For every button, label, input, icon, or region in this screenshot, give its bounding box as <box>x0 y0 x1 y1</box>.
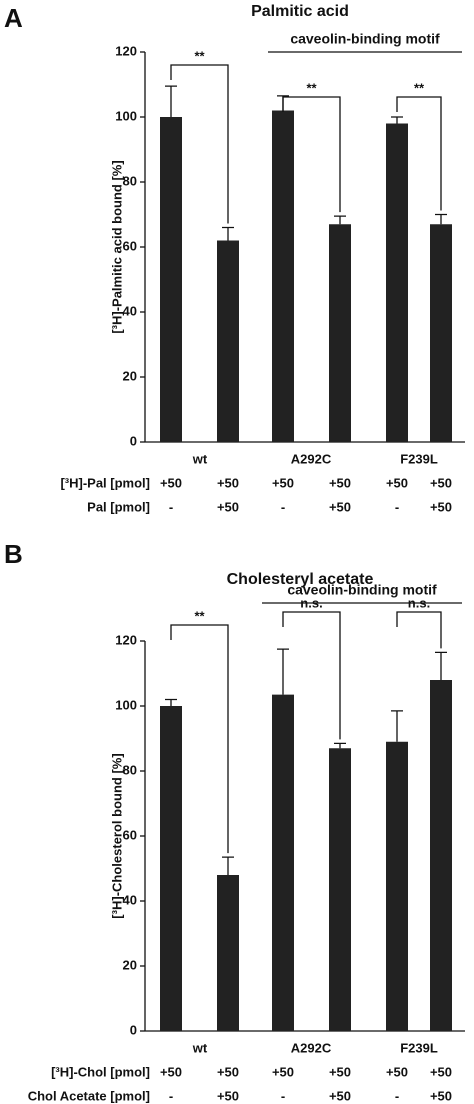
bar <box>329 224 351 442</box>
chart-title: Palmitic acid <box>251 3 349 20</box>
bar <box>272 110 294 442</box>
row-cell: +50 <box>430 475 452 490</box>
row-cell: +50 <box>217 475 239 490</box>
significance-bracket <box>396 611 442 649</box>
row-cell: +50 <box>272 1064 294 1079</box>
significance-label: ** <box>194 608 205 623</box>
row-cell: +50 <box>329 1064 351 1079</box>
y-tick-label: 40 <box>123 892 137 907</box>
row-cell: - <box>395 499 399 514</box>
group-label: wt <box>192 1040 208 1055</box>
row-cell: +50 <box>272 475 294 490</box>
row-cell: - <box>281 499 285 514</box>
row-label: Chol Acetate [pmol] <box>28 1088 150 1103</box>
error-bar <box>391 116 403 124</box>
row-cell: - <box>169 499 173 514</box>
row-cell: +50 <box>386 1064 408 1079</box>
y-tick-label: 120 <box>115 43 137 58</box>
row-cell: +50 <box>160 1064 182 1079</box>
significance-label: ** <box>414 80 425 95</box>
row-cell: +50 <box>329 1088 351 1103</box>
row-label: [³H]-Chol [pmol] <box>51 1064 150 1079</box>
row-cell: +50 <box>329 475 351 490</box>
error-bar <box>391 710 403 742</box>
y-tick-label: 20 <box>123 957 137 972</box>
y-tick-label: 0 <box>130 1022 137 1037</box>
panel-letter: B <box>4 539 23 569</box>
significance-bracket <box>282 96 341 213</box>
panel-letter: A <box>4 3 23 33</box>
group-label: wt <box>192 451 208 466</box>
row-cell: - <box>169 1088 173 1103</box>
error-bar <box>435 213 447 225</box>
error-bar <box>165 698 177 706</box>
bar <box>272 694 294 1031</box>
bar <box>329 748 351 1031</box>
row-cell: +50 <box>217 1088 239 1103</box>
row-cell: - <box>395 1088 399 1103</box>
bracket-label: caveolin-binding motif <box>290 31 440 47</box>
bar <box>386 741 408 1031</box>
bar <box>160 117 182 442</box>
bracket-label: caveolin-binding motif <box>287 582 437 598</box>
group-label: F239L <box>400 1040 438 1055</box>
bar <box>160 706 182 1031</box>
significance-bracket <box>170 64 229 224</box>
row-cell: +50 <box>329 499 351 514</box>
bar <box>430 224 452 442</box>
bar <box>217 875 239 1031</box>
significance-bracket <box>170 624 229 854</box>
y-tick-label: 0 <box>130 433 137 448</box>
y-tick-label: 120 <box>115 632 137 647</box>
group-label: F239L <box>400 451 438 466</box>
bar <box>430 680 452 1031</box>
significance-label: ** <box>306 80 317 95</box>
y-tick-label: 60 <box>123 827 137 842</box>
y-tick-label: 40 <box>123 303 137 318</box>
error-bar <box>435 651 447 680</box>
row-cell: +50 <box>386 475 408 490</box>
y-tick-label: 100 <box>115 108 137 123</box>
error-bar <box>222 226 234 241</box>
error-bar <box>165 85 177 117</box>
y-axis-label: [³H]-Cholesterol bound [%] <box>109 753 124 918</box>
y-tick-label: 100 <box>115 697 137 712</box>
significance-label: n.s. <box>408 595 430 610</box>
row-cell: +50 <box>430 1064 452 1079</box>
significance-label: n.s. <box>300 595 322 610</box>
row-cell: - <box>281 1088 285 1103</box>
bar <box>386 123 408 442</box>
row-cell: +50 <box>217 1064 239 1079</box>
group-label: A292C <box>291 451 332 466</box>
significance-bracket <box>282 611 341 740</box>
row-label: Pal [pmol] <box>87 499 150 514</box>
y-tick-label: 80 <box>123 762 137 777</box>
error-bar <box>222 856 234 875</box>
y-tick-label: 60 <box>123 238 137 253</box>
error-bar <box>334 215 346 225</box>
row-cell: +50 <box>430 499 452 514</box>
row-label: [³H]-Pal [pmol] <box>60 475 150 490</box>
bar <box>217 240 239 442</box>
y-tick-label: 80 <box>123 173 137 188</box>
group-label: A292C <box>291 1040 332 1055</box>
row-cell: +50 <box>160 475 182 490</box>
y-axis-label: [³H]-Palmitic acid bound [%] <box>109 160 124 333</box>
significance-label: ** <box>194 48 205 63</box>
row-cell: +50 <box>430 1088 452 1103</box>
row-cell: +50 <box>217 499 239 514</box>
error-bar <box>277 648 289 695</box>
y-tick-label: 20 <box>123 368 137 383</box>
error-bar <box>334 742 346 749</box>
chart-title: Cholesteryl acetate <box>227 571 374 588</box>
significance-bracket <box>396 96 442 211</box>
